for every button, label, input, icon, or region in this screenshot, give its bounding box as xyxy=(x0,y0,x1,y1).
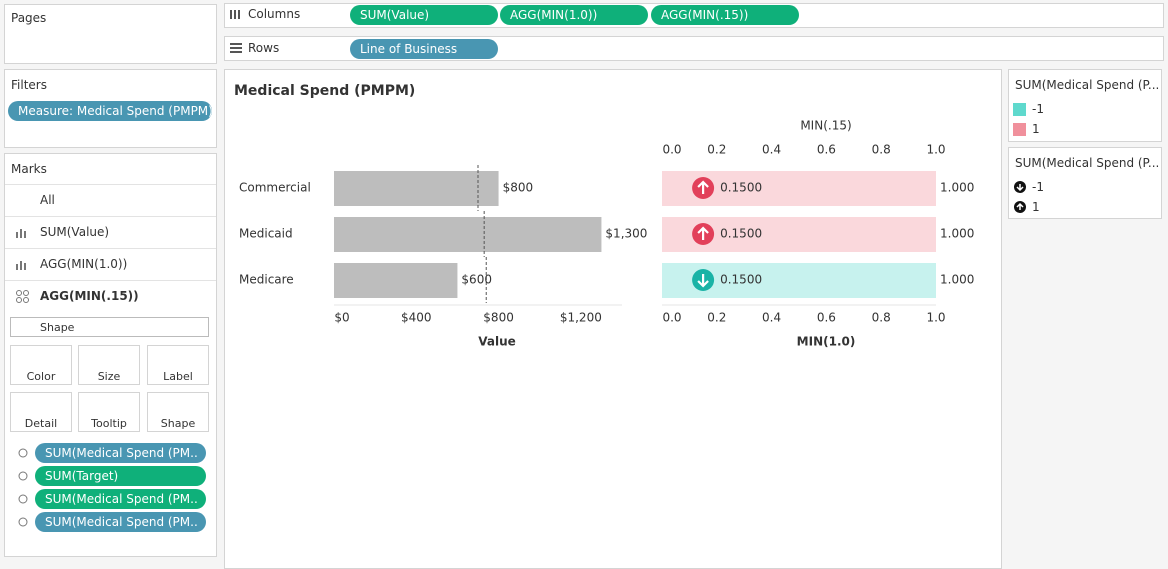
legend-title: SUM(Medical Spend (P... xyxy=(1015,78,1160,92)
pages-panel: Pages xyxy=(4,4,217,64)
mark-button[interactable] xyxy=(147,345,209,385)
button-label: Label xyxy=(163,370,193,383)
separator xyxy=(5,248,216,249)
mark-type-dropdown[interactable] xyxy=(10,317,209,337)
shelf-label: Columns xyxy=(248,7,301,21)
marks-card[interactable]: All xyxy=(40,193,55,207)
marks-card[interactable]: AGG(MIN(1.0)) xyxy=(40,257,128,271)
mark-button[interactable] xyxy=(10,392,72,432)
shelf-label: Rows xyxy=(248,41,280,55)
panel-title: Pages xyxy=(11,11,47,25)
panel-title: Filters xyxy=(11,78,47,92)
legend-title: SUM(Medical Spend (P... xyxy=(1015,156,1160,170)
mark-button[interactable] xyxy=(147,392,209,432)
column-pill[interactable]: AGG(MIN(1.0)) xyxy=(500,5,648,25)
column-pill[interactable]: AGG(MIN(.15)) xyxy=(651,5,799,25)
mark-button[interactable] xyxy=(78,392,140,432)
button-label: Size xyxy=(97,370,121,383)
separator xyxy=(5,184,216,185)
mark-type: Shape xyxy=(40,321,75,334)
color-legend xyxy=(1008,69,1162,142)
marks-card[interactable]: AGG(MIN(.15)) xyxy=(40,289,139,303)
marks-field[interactable]: SUM(Medical Spend (PM.. xyxy=(35,443,206,463)
button-label: Color xyxy=(26,370,56,383)
shape-legend xyxy=(1008,147,1162,219)
view xyxy=(224,69,1002,569)
legend-item: 1 xyxy=(1032,122,1040,136)
marks-field[interactable]: SUM(Medical Spend (PM.. xyxy=(35,489,206,509)
legend-item: -1 xyxy=(1032,102,1044,116)
row-pill[interactable]: Line of Business xyxy=(350,39,498,59)
filter-pill[interactable]: Measure: Medical Spend (PMPM) xyxy=(8,101,212,121)
separator xyxy=(5,280,216,281)
marks-field[interactable]: SUM(Medical Spend (PM.. xyxy=(35,512,206,532)
button-label: Tooltip xyxy=(91,417,127,430)
button-label: Shape xyxy=(160,417,196,430)
legend-item: 1 xyxy=(1032,200,1040,214)
mark-button[interactable] xyxy=(78,345,140,385)
column-pill[interactable]: SUM(Value) xyxy=(350,5,498,25)
button-label: Detail xyxy=(24,417,58,430)
marks-field[interactable]: SUM(Target) xyxy=(35,466,206,486)
mark-button[interactable] xyxy=(10,345,72,385)
legend-item: -1 xyxy=(1032,180,1044,194)
marks-card[interactable]: SUM(Value) xyxy=(40,225,110,239)
panel-title: Marks xyxy=(11,162,47,176)
separator xyxy=(5,216,216,217)
